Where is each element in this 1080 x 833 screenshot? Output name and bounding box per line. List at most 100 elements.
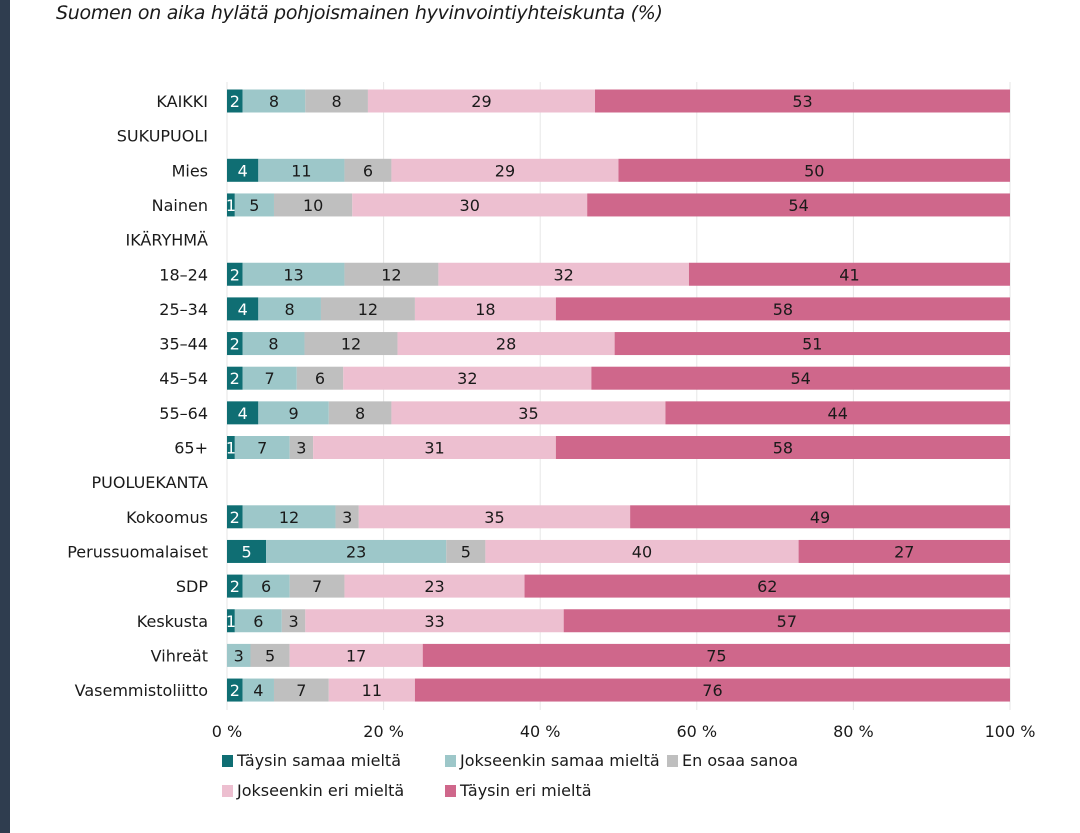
data-label: 23	[424, 577, 444, 596]
data-label: 41	[839, 265, 859, 284]
legend-swatch	[445, 785, 456, 797]
data-label: 6	[363, 161, 373, 180]
row-labels: KAIKKI SUKUPUOLI Mies Nainen IKÄRYHMÄ 18–24 25…	[67, 92, 208, 700]
data-label: 3	[296, 439, 306, 458]
row-label: Perussuomalaiset	[67, 542, 208, 561]
bar-segment	[227, 332, 243, 356]
bar-segment	[227, 678, 243, 702]
legend-label: Jokseenkin samaa mieltä	[459, 751, 660, 770]
bar-segment	[242, 262, 345, 286]
bar-segment	[273, 193, 353, 217]
bar-segment	[595, 89, 1010, 113]
data-label: 6	[261, 577, 271, 596]
data-label: 8	[269, 92, 279, 111]
bar-segment	[344, 574, 525, 598]
bar-segment	[304, 332, 398, 356]
bar-segment	[281, 609, 306, 633]
bar-segment	[618, 158, 1010, 182]
data-label: 54	[791, 369, 811, 388]
legend-item: Jokseenkin samaa mieltä	[445, 751, 660, 770]
data-label: 4	[238, 300, 248, 319]
data-label: 10	[303, 196, 323, 215]
legend-swatch	[667, 755, 678, 767]
bar-segment	[555, 297, 1010, 321]
data-label: 5	[249, 196, 259, 215]
window-left-edge	[0, 0, 10, 833]
bar-segment	[485, 539, 799, 563]
data-label: 2	[230, 681, 240, 700]
data-label: 51	[802, 335, 822, 354]
x-axis-ticks: 0 % 20 % 40 % 60 % 80 % 100 %	[212, 722, 1036, 741]
legend-item: Täysin eri mieltä	[445, 781, 592, 800]
data-label: 11	[362, 681, 382, 700]
bar-segment	[305, 609, 564, 633]
row-label: 65+	[174, 439, 208, 458]
data-label: 32	[554, 265, 574, 284]
data-label: 9	[288, 404, 298, 423]
bar-segment	[358, 505, 631, 529]
data-label: 35	[518, 404, 538, 423]
bar-segment	[335, 505, 359, 529]
data-label: 3	[342, 508, 352, 527]
data-label: 3	[288, 612, 298, 631]
bars: 2 8 8 29 534 11 6 29 501 5 10 30 542 13 12 32 414 8 12 18 58…	[226, 89, 1010, 702]
data-label: 58	[773, 300, 793, 319]
legend-label: Täysin eri mieltä	[459, 781, 592, 800]
data-label: 13	[283, 265, 303, 284]
legend-item: Täysin samaa mieltä	[222, 751, 401, 770]
bar-segment	[289, 643, 423, 667]
bar-segment	[630, 505, 1010, 529]
data-label: 8	[285, 300, 295, 319]
bar-segment	[227, 539, 267, 563]
bar-segment	[798, 539, 1010, 563]
data-label: 8	[355, 404, 365, 423]
data-label: 44	[828, 404, 848, 423]
bar-segment	[352, 193, 588, 217]
x-tick-label: 40 %	[520, 722, 561, 741]
bar-segment	[665, 401, 1010, 425]
data-label: 12	[341, 335, 361, 354]
legend-swatch	[445, 755, 456, 767]
bar-segment	[258, 158, 345, 182]
data-label: 4	[253, 681, 263, 700]
data-label: 62	[757, 577, 777, 596]
data-label: 1	[226, 612, 236, 631]
row-label: Keskusta	[137, 612, 208, 631]
legend-label: En osaa sanoa	[682, 751, 798, 770]
data-label: 33	[424, 612, 444, 631]
bar-segment	[227, 366, 243, 390]
bar-segment	[587, 193, 1010, 217]
data-label: 35	[484, 508, 504, 527]
bar-segment	[258, 297, 321, 321]
chart-title: Suomen on aika hylätä pohjoismainen hyvi…	[56, 2, 663, 24]
data-label: 3	[234, 646, 244, 665]
data-label: 27	[894, 542, 914, 561]
row-label: KAIKKI	[156, 92, 208, 111]
bar-segment	[273, 678, 329, 702]
bar-segment	[328, 678, 415, 702]
data-label: 23	[346, 542, 366, 561]
data-label: 6	[253, 612, 263, 631]
bar-segment	[305, 89, 368, 113]
bar-segment	[227, 297, 259, 321]
bar-segment	[227, 574, 243, 598]
data-label: 1	[226, 439, 236, 458]
data-label: 4	[238, 404, 248, 423]
row-label: Vasemmistoliitto	[75, 681, 208, 700]
data-label: 7	[296, 681, 306, 700]
bar-segment	[446, 539, 486, 563]
data-label: 2	[230, 265, 240, 284]
data-label: 2	[230, 92, 240, 111]
data-label: 76	[702, 681, 722, 700]
legend-label: Täysin samaa mieltä	[236, 751, 401, 770]
row-label: 45–54	[159, 369, 208, 388]
bar-segment	[296, 366, 344, 390]
gridlines	[226, 82, 1011, 710]
row-label: 25–34	[159, 300, 208, 319]
row-label: Nainen	[152, 196, 208, 215]
data-label: 40	[632, 542, 652, 561]
data-label: 31	[424, 439, 444, 458]
x-tick-label: 60 %	[676, 722, 717, 741]
data-label: 6	[315, 369, 325, 388]
bar-segment	[227, 643, 251, 667]
